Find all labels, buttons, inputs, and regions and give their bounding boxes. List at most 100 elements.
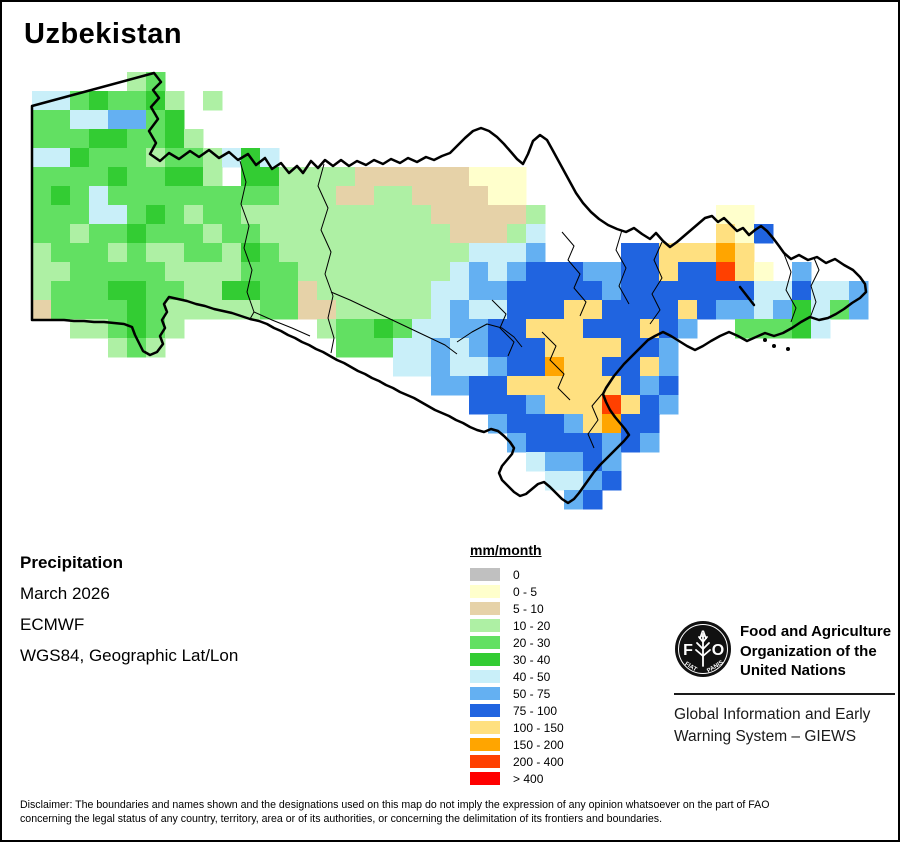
precip-cell (621, 338, 641, 358)
precip-cell (678, 281, 698, 301)
legend-swatch (470, 602, 500, 615)
precip-cell (621, 376, 641, 396)
precip-cell (507, 433, 527, 453)
precip-cell (583, 319, 603, 339)
precip-cell (260, 186, 280, 206)
precip-cell (374, 224, 394, 244)
precip-cell (412, 338, 432, 358)
precip-cell (184, 262, 204, 282)
precip-cell (165, 167, 185, 187)
precip-cell (545, 319, 565, 339)
precip-cell (507, 243, 527, 263)
precip-cell (659, 338, 679, 358)
precip-cell (260, 167, 280, 187)
info-source: ECMWF (20, 615, 85, 634)
precip-cell (51, 300, 71, 320)
precip-cell (621, 357, 641, 377)
precip-cell (298, 300, 318, 320)
precip-cell (450, 319, 470, 339)
precip-raster (32, 72, 869, 510)
precip-cell (184, 243, 204, 263)
precip-cell (260, 205, 280, 225)
precip-cell (317, 281, 337, 301)
precip-cell (507, 281, 527, 301)
precip-cell (602, 414, 622, 434)
precip-cell (393, 338, 413, 358)
precip-cell (488, 281, 508, 301)
precip-cell (545, 471, 565, 491)
precip-cell (469, 205, 489, 225)
precip-cell (374, 243, 394, 263)
precip-cell (526, 357, 546, 377)
precip-cell (431, 376, 451, 396)
precip-cell (773, 281, 793, 301)
precip-cell (412, 262, 432, 282)
precip-cell (583, 338, 603, 358)
precip-cell (336, 167, 356, 187)
legend-swatch (470, 619, 500, 632)
precip-cell (431, 300, 451, 320)
precip-cell (450, 357, 470, 377)
precip-cell (640, 395, 660, 415)
precip-cell (298, 243, 318, 263)
precip-cell (678, 300, 698, 320)
precip-cell (526, 205, 546, 225)
giews-line2: Warning System – GIEWS (674, 727, 857, 745)
precip-cell (583, 376, 603, 396)
precip-cell (336, 319, 356, 339)
precip-cell (203, 281, 223, 301)
precip-cell (241, 167, 261, 187)
precip-cell (488, 395, 508, 415)
precip-cell (488, 186, 508, 206)
precip-cell (564, 414, 584, 434)
precip-cell (526, 281, 546, 301)
precip-cell (602, 376, 622, 396)
precip-cell (697, 281, 717, 301)
precip-cell (184, 148, 204, 168)
precip-cell (526, 243, 546, 263)
precip-cell (127, 110, 147, 130)
precip-cell (564, 376, 584, 396)
precip-cell (70, 148, 90, 168)
exclave-marks (763, 338, 790, 351)
precip-cell (431, 243, 451, 263)
precip-cell (89, 205, 109, 225)
precip-cell (51, 262, 71, 282)
precip-cell (146, 262, 166, 282)
precip-cell (146, 338, 166, 358)
precip-cell (640, 414, 660, 434)
precip-cell (298, 224, 318, 244)
precip-cell (336, 243, 356, 263)
precip-cell (507, 300, 527, 320)
legend-swatch (470, 687, 500, 700)
precip-cell (545, 262, 565, 282)
precip-cell (792, 281, 812, 301)
legend-swatch (470, 636, 500, 649)
precip-cell (488, 376, 508, 396)
precip-cell (184, 186, 204, 206)
precip-cell (469, 224, 489, 244)
precip-cell (393, 300, 413, 320)
precip-cell (488, 357, 508, 377)
precip-cell (431, 338, 451, 358)
legend-row: 20 - 30 (470, 634, 564, 651)
precip-cell (260, 300, 280, 320)
legend-row: 75 - 100 (470, 702, 564, 719)
precip-cell (32, 167, 52, 187)
precip-cell (127, 91, 147, 111)
precip-cell (849, 300, 869, 320)
precip-cell (697, 243, 717, 263)
precip-cell (108, 186, 128, 206)
precip-cell (393, 262, 413, 282)
precip-cell (108, 167, 128, 187)
precip-cell (488, 205, 508, 225)
precip-cell (203, 243, 223, 263)
legend-label: 75 - 100 (513, 703, 558, 718)
precip-cell (507, 395, 527, 415)
precip-cell (450, 300, 470, 320)
precip-cell (716, 262, 736, 282)
precip-cell (374, 205, 394, 225)
legend-rows: 0 0 - 5 5 - 10 10 - 20 20 - 30 30 - 40 40 - 50… (470, 566, 564, 787)
precip-cell (469, 357, 489, 377)
precip-cell (51, 167, 71, 187)
